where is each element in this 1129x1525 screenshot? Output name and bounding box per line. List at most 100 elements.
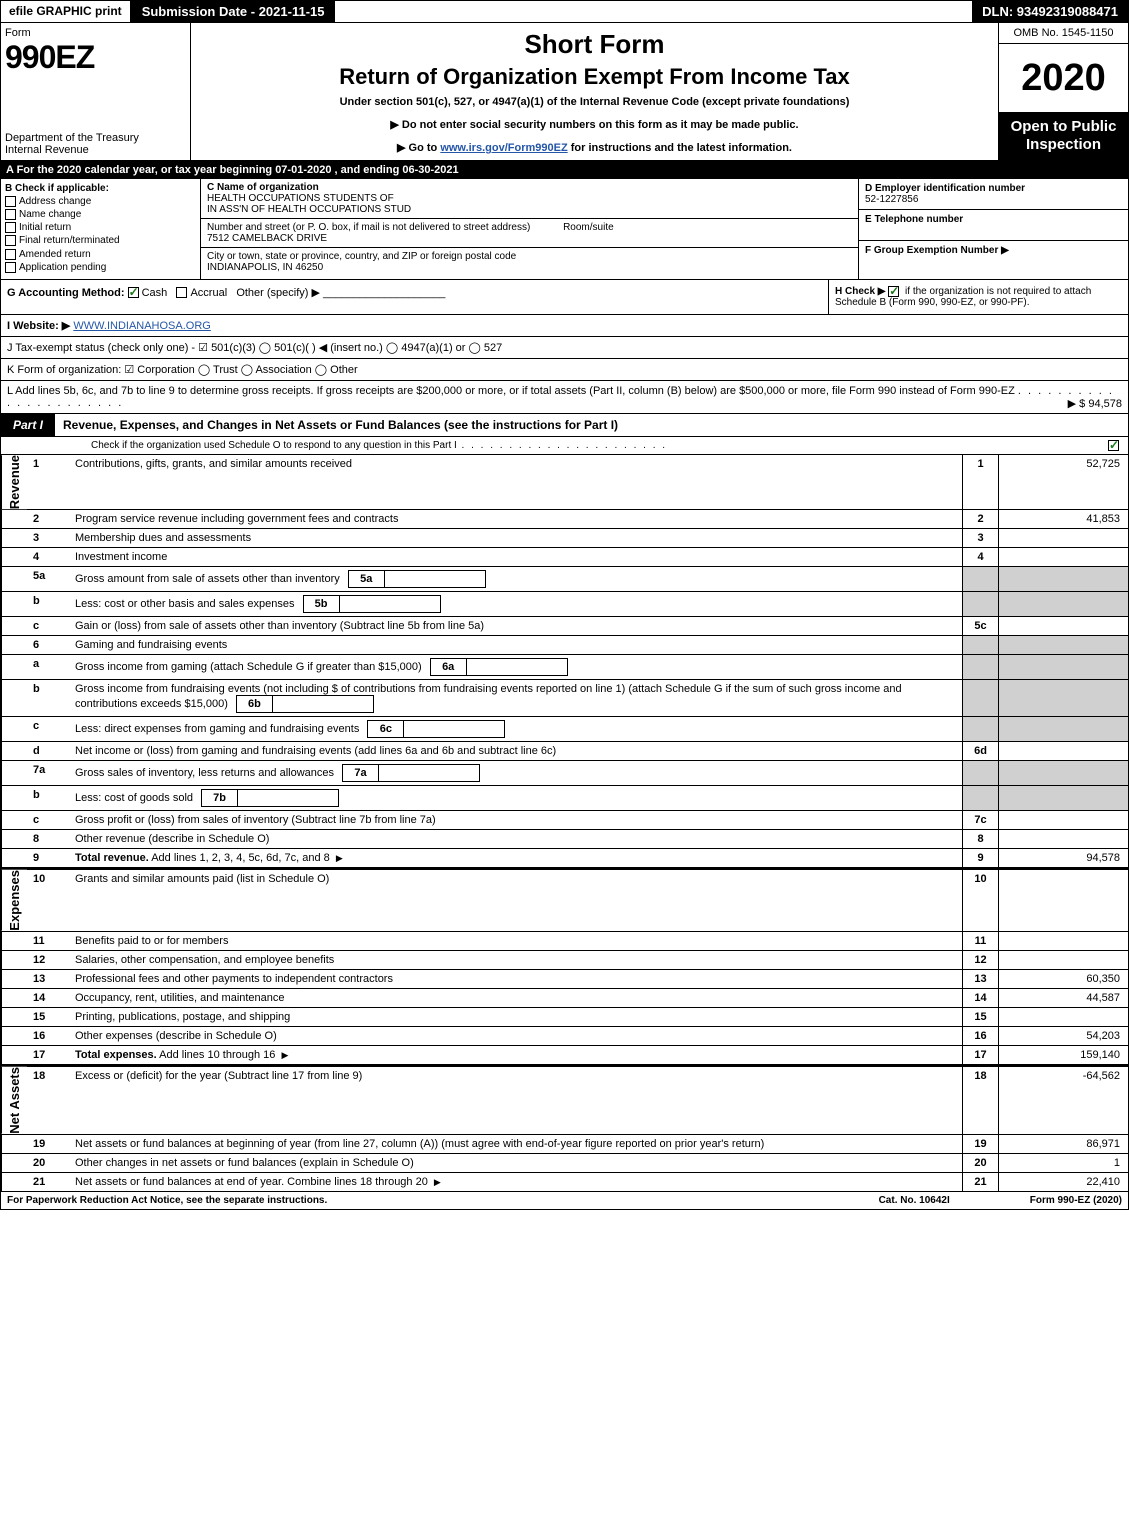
cb-cash[interactable] xyxy=(128,287,139,298)
cb-amended-return[interactable]: Amended return xyxy=(5,249,196,260)
line-number: a xyxy=(27,655,69,679)
table-row: 13Professional fees and other payments t… xyxy=(1,969,1128,988)
line-desc: Membership dues and assessments xyxy=(69,529,962,547)
row-i-website: I Website: ▶ WWW.INDIANAHOSA.ORG xyxy=(0,315,1129,337)
line-ref: 18 xyxy=(962,1067,998,1134)
l-value: ▶ $ 94,578 xyxy=(1068,397,1122,410)
org-name-2: IN ASS'N OF HEALTH OCCUPATIONS STUD xyxy=(207,204,852,215)
cb-initial-return[interactable]: Initial return xyxy=(5,222,196,233)
row-l-gross-receipts: L Add lines 5b, 6c, and 7b to line 9 to … xyxy=(0,381,1129,414)
cb-schedule-o[interactable] xyxy=(1108,440,1119,451)
line-ref: 11 xyxy=(962,932,998,950)
line-desc: Professional fees and other payments to … xyxy=(69,970,962,988)
line-amount xyxy=(998,567,1128,591)
table-row: 7aGross sales of inventory, less returns… xyxy=(1,760,1128,785)
table-row: cLess: direct expenses from gaming and f… xyxy=(1,716,1128,741)
c-name-label: C Name of organization xyxy=(207,182,852,193)
d-label: D Employer identification number xyxy=(865,183,1122,194)
line-amount xyxy=(998,529,1128,547)
line-ref: 20 xyxy=(962,1154,998,1172)
cb-application-pending[interactable]: Application pending xyxy=(5,262,196,273)
cash-label: Cash xyxy=(142,287,168,299)
irs-link[interactable]: www.irs.gov/Form990EZ xyxy=(440,142,567,154)
line-desc: Less: cost or other basis and sales expe… xyxy=(69,592,962,616)
line-number: 15 xyxy=(27,1008,69,1026)
line-desc: Gain or (loss) from sale of assets other… xyxy=(69,617,962,635)
cb-name-change[interactable]: Name change xyxy=(5,209,196,220)
line-desc: Gross income from fundraising events (no… xyxy=(69,680,962,716)
line-number: 1 xyxy=(27,455,69,509)
line-desc: Program service revenue including govern… xyxy=(69,510,962,528)
line-number: 5a xyxy=(27,567,69,591)
table-row: Expenses10Grants and similar amounts pai… xyxy=(1,869,1128,931)
line-amount xyxy=(998,655,1128,679)
line-amount xyxy=(998,830,1128,848)
table-row: 2Program service revenue including gover… xyxy=(1,509,1128,528)
org-address: 7512 CAMELBACK DRIVE xyxy=(207,233,852,244)
line-amount xyxy=(998,548,1128,566)
line-number: 3 xyxy=(27,529,69,547)
instr2-pre: ▶ Go to xyxy=(397,142,440,154)
table-row: Net Assets18Excess or (deficit) for the … xyxy=(1,1066,1128,1134)
row-k-form-org: K Form of organization: ☑ Corporation ◯ … xyxy=(0,359,1129,381)
subtitle: Under section 501(c), 527, or 4947(a)(1)… xyxy=(197,96,992,108)
cb-schedule-b[interactable] xyxy=(888,286,899,297)
line-amount: 44,587 xyxy=(998,989,1128,1007)
table-row: 11Benefits paid to or for members11 xyxy=(1,931,1128,950)
cb-label-2: Initial return xyxy=(19,222,71,233)
line-ref: 14 xyxy=(962,989,998,1007)
footer-left: For Paperwork Reduction Act Notice, see … xyxy=(7,1195,879,1206)
cb-final-return[interactable]: Final return/terminated xyxy=(5,235,196,246)
table-row: 19Net assets or fund balances at beginni… xyxy=(1,1134,1128,1153)
line-ref: 5c xyxy=(962,617,998,635)
accrual-label: Accrual xyxy=(190,287,227,299)
c-addr-block: Number and street (or P. O. box, if mail… xyxy=(201,219,858,248)
header-left: Form 990EZ Department of the Treasury In… xyxy=(1,23,191,160)
cb-label-3: Final return/terminated xyxy=(19,236,120,247)
website-link[interactable]: WWW.INDIANAHOSA.ORG xyxy=(73,320,211,332)
line-amount xyxy=(998,870,1128,931)
tax-year: 2020 xyxy=(999,44,1128,112)
line-ref: 6d xyxy=(962,742,998,760)
line-ref xyxy=(962,786,998,810)
row-g: G Accounting Method: Cash Accrual Other … xyxy=(1,280,828,314)
part1-header: Part I Revenue, Expenses, and Changes in… xyxy=(0,414,1129,437)
line-number: c xyxy=(27,811,69,829)
room-label: Room/suite xyxy=(563,222,614,233)
cb-label-5: Application pending xyxy=(19,262,106,273)
cb-accrual[interactable] xyxy=(176,287,187,298)
line-desc: Net assets or fund balances at end of ye… xyxy=(69,1173,962,1191)
line-ref xyxy=(962,592,998,616)
line-amount: 22,410 xyxy=(998,1173,1128,1191)
line-desc: Salaries, other compensation, and employ… xyxy=(69,951,962,969)
efile-print-button[interactable]: efile GRAPHIC print xyxy=(1,1,132,22)
line-amount xyxy=(998,636,1128,654)
l-text: L Add lines 5b, 6c, and 7b to line 9 to … xyxy=(7,385,1015,397)
table-row: aGross income from gaming (attach Schedu… xyxy=(1,654,1128,679)
d-ein: D Employer identification number 52-1227… xyxy=(859,179,1128,210)
e-phone: E Telephone number xyxy=(859,210,1128,241)
h-label: H Check ▶ xyxy=(835,286,885,297)
line-amount xyxy=(998,951,1128,969)
col-b-checks: B Check if applicable: Address change Na… xyxy=(1,179,201,279)
cb-address-change[interactable]: Address change xyxy=(5,196,196,207)
line-ref: 4 xyxy=(962,548,998,566)
line-amount: 94,578 xyxy=(998,849,1128,867)
line-amount xyxy=(998,786,1128,810)
line-desc: Net income or (loss) from gaming and fun… xyxy=(69,742,962,760)
line-amount xyxy=(998,717,1128,741)
line-ref: 1 xyxy=(962,455,998,509)
line-number: c xyxy=(27,717,69,741)
form-number: 990EZ xyxy=(5,39,186,76)
footer-form: Form 990-EZ (2020) xyxy=(1030,1195,1122,1206)
line-ref xyxy=(962,567,998,591)
line-desc: Other expenses (describe in Schedule O) xyxy=(69,1027,962,1045)
line-ref xyxy=(962,636,998,654)
line-number: 12 xyxy=(27,951,69,969)
line-ref: 12 xyxy=(962,951,998,969)
c-name-block: C Name of organization HEALTH OCCUPATION… xyxy=(201,179,858,219)
line-number: 18 xyxy=(27,1067,69,1134)
line-desc: Other revenue (describe in Schedule O) xyxy=(69,830,962,848)
line-desc: Grants and similar amounts paid (list in… xyxy=(69,870,962,931)
line-amount xyxy=(998,811,1128,829)
